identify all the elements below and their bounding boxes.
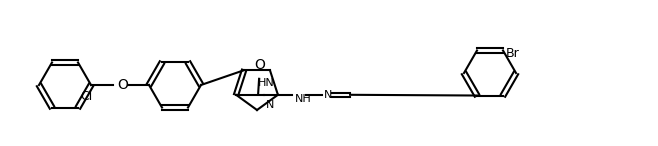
Text: Cl: Cl	[80, 89, 92, 102]
Text: N: N	[266, 100, 274, 110]
Text: O: O	[118, 78, 128, 92]
Text: O: O	[255, 58, 266, 72]
Text: N: N	[324, 90, 332, 100]
Text: NH: NH	[295, 94, 312, 104]
Text: Br: Br	[506, 47, 520, 60]
Text: HN: HN	[257, 78, 274, 88]
